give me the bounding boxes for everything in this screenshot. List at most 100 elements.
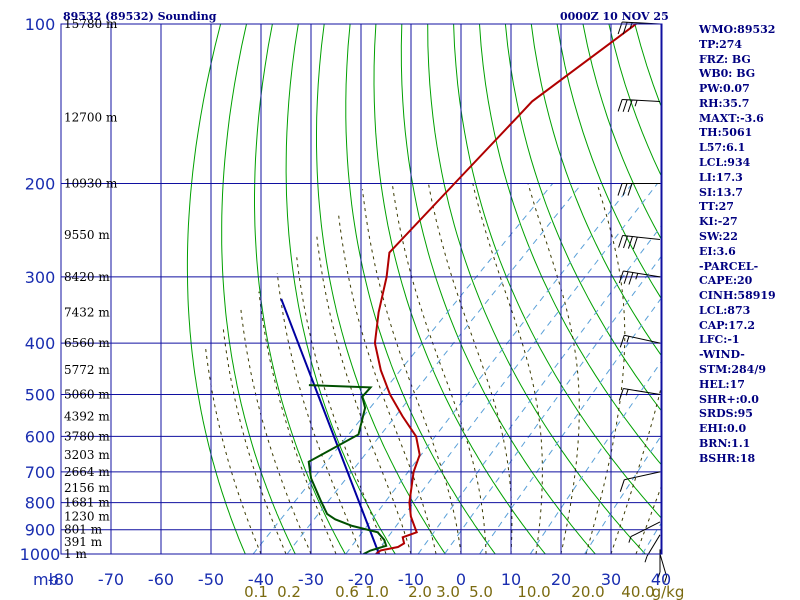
pressure-label-500: 500 [25,385,56,404]
barb-half-flag [644,556,648,563]
dry-adiabat [453,24,662,520]
index-item: KI:-27 [699,215,738,229]
moist-adiabat [472,183,543,554]
temperature-label--70: -70 [98,570,124,589]
barb-flag [618,270,624,284]
barb-flag [619,335,625,348]
index-item: EHI:0.0 [699,422,747,436]
barb-flag [622,99,628,112]
barb-half-flag [625,389,629,396]
index-item: CAPE:20 [699,274,753,288]
pressure-label-900: 900 [25,521,56,540]
index-item: LCL:934 [699,156,751,170]
dry-adiabat [400,24,596,554]
index-item: EI:3.6 [699,244,736,258]
temperature-label-10: 10 [501,570,521,589]
moist-adiabat [362,189,462,554]
wind-barb [619,471,661,492]
parcel-path-line [280,298,380,554]
pressure-label-100: 100 [25,15,56,34]
barb-flag [623,271,629,284]
dry-adiabat [582,24,662,242]
barb-shaft [623,388,661,395]
height-label: 391 m [64,535,103,549]
dry-adiabat [285,24,396,554]
barb-flag [628,272,634,285]
barb-flag [619,479,625,492]
moist-adiabat [222,328,287,554]
mixing-ratio-line [286,183,583,554]
grid-layer [61,24,662,554]
barb-half-flag [634,100,638,107]
mixing-ratio-label: g/kg [652,583,685,600]
wind-barb [619,334,661,348]
wind-barb [617,98,661,113]
index-item: STM:284/9 [699,362,766,376]
dry-adiabat [221,24,296,554]
pressure-label-600: 600 [25,427,56,446]
index-item: SW:22 [699,229,738,243]
pressure-label-700: 700 [25,463,56,482]
moist-adiabat [240,308,312,554]
pressure-unit-label: mb [33,570,59,589]
moist-adiabat [204,345,262,554]
mixing-ratio-label: 0.6 [335,583,359,600]
barb-shaft [646,534,661,557]
pressure-label-800: 800 [25,494,56,513]
dry-adiabat [530,24,662,358]
height-label: 5772 m [64,363,110,377]
mixing-ratio-label: 3.0 [436,583,460,600]
wind-barb [618,388,661,401]
dry-adiabat [373,24,546,554]
chart-title-station: 89532 (89532) Sounding [63,10,217,23]
pressure-label-300: 300 [25,268,56,287]
wind-barb [628,521,661,543]
barb-shaft [659,553,668,577]
index-item: TP:274 [699,37,743,51]
moist-adiabat [258,291,337,554]
mixing-ratio-label: 40.0 [621,583,654,600]
barb-half-flag [626,336,630,343]
index-item: LCL:873 [699,303,751,317]
mixing-ratio-line [374,183,658,554]
index-item: SI:13.7 [699,185,743,199]
mixing-ratio-label: 10.0 [517,583,550,600]
index-item: LFC:-1 [699,333,740,347]
dry-adiabat [504,24,662,413]
temperature-label-20: 20 [551,570,571,589]
temperature-label--30: -30 [298,570,324,589]
barb-half-flag [628,536,632,543]
index-item: MAXT:-3.6 [699,111,764,125]
barb-shaft [630,521,661,538]
index-item: -WIND- [699,348,745,362]
temperature-label-40: 40 [651,570,671,589]
wind-barbs-layer [617,21,668,583]
index-item: TT:27 [699,200,734,214]
index-item: L57:6.1 [699,141,746,155]
dewpoint-profile-line [307,384,388,554]
barb-half-flag [664,576,668,583]
temperature-label--40: -40 [248,570,274,589]
moist-adiabat [527,183,580,554]
height-label: 1 m [64,547,87,561]
mixing-ratio-label: 2.0 [408,583,432,600]
index-item: CAP:17.2 [699,318,756,332]
index-item: RH:35.7 [699,96,750,110]
plot-frame [60,23,663,555]
barb-shaft [622,98,661,102]
temperature-label--80: -80 [48,570,74,589]
height-label: 2664 m [64,465,110,479]
mixing-ratio-line [252,183,554,554]
index-item: WMO:89532 [699,23,776,36]
pressure-label-400: 400 [25,334,56,353]
index-item: BRN:1.1 [699,436,751,450]
stability-indices-panel: WMO:89532 TP:274 FRZ: BG WB0: BG PW:0.07 RH:3… [699,23,799,466]
wind-barb [657,549,661,579]
height-label: 1681 m [64,496,110,510]
index-item: CINH:58919 [699,289,776,303]
moist-adiabat [316,234,412,554]
barb-flag [618,388,624,401]
height-label: 1230 m [64,510,110,524]
barb-flag [632,236,638,250]
